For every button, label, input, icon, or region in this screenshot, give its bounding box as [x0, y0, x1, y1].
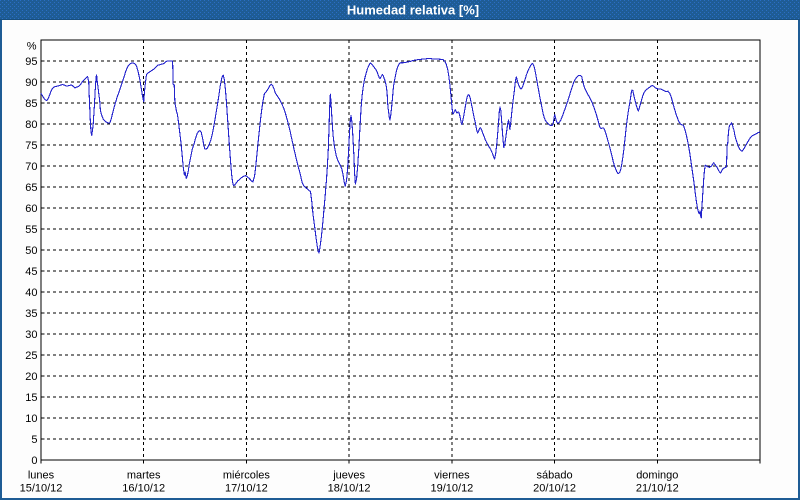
svg-text:75: 75 [25, 140, 37, 152]
svg-text:30: 30 [25, 329, 37, 341]
svg-text:90: 90 [25, 77, 37, 89]
svg-text:sábado: sábado [537, 470, 573, 482]
svg-text:domingo: domingo [636, 470, 678, 482]
svg-text:65: 65 [25, 182, 37, 194]
svg-text:16/10/12: 16/10/12 [122, 483, 165, 495]
svg-text:martes: martes [127, 470, 161, 482]
svg-text:21/10/12: 21/10/12 [636, 483, 679, 495]
svg-text:miércoles: miércoles [223, 470, 271, 482]
svg-text:19/10/12: 19/10/12 [430, 483, 473, 495]
svg-text:%: % [27, 41, 37, 53]
svg-text:lunes: lunes [28, 470, 55, 482]
svg-text:5: 5 [31, 434, 37, 446]
svg-text:Humedad relativa [%]: Humedad relativa [%] [347, 3, 479, 18]
svg-text:20: 20 [25, 371, 37, 383]
svg-text:15: 15 [25, 392, 37, 404]
svg-text:85: 85 [25, 98, 37, 110]
svg-text:45: 45 [25, 266, 37, 278]
svg-text:40: 40 [25, 287, 37, 299]
svg-text:17/10/12: 17/10/12 [225, 483, 268, 495]
svg-text:viernes: viernes [434, 470, 470, 482]
svg-text:15/10/12: 15/10/12 [20, 483, 63, 495]
svg-text:0: 0 [31, 455, 37, 467]
svg-text:95: 95 [25, 56, 37, 68]
svg-text:18/10/12: 18/10/12 [328, 483, 371, 495]
svg-text:80: 80 [25, 119, 37, 131]
svg-text:35: 35 [25, 308, 37, 320]
svg-text:20/10/12: 20/10/12 [533, 483, 576, 495]
svg-text:25: 25 [25, 350, 37, 362]
svg-text:55: 55 [25, 224, 37, 236]
svg-text:60: 60 [25, 203, 37, 215]
svg-text:jueves: jueves [332, 470, 365, 482]
svg-text:10: 10 [25, 413, 37, 425]
svg-text:70: 70 [25, 161, 37, 173]
svg-text:50: 50 [25, 245, 37, 257]
